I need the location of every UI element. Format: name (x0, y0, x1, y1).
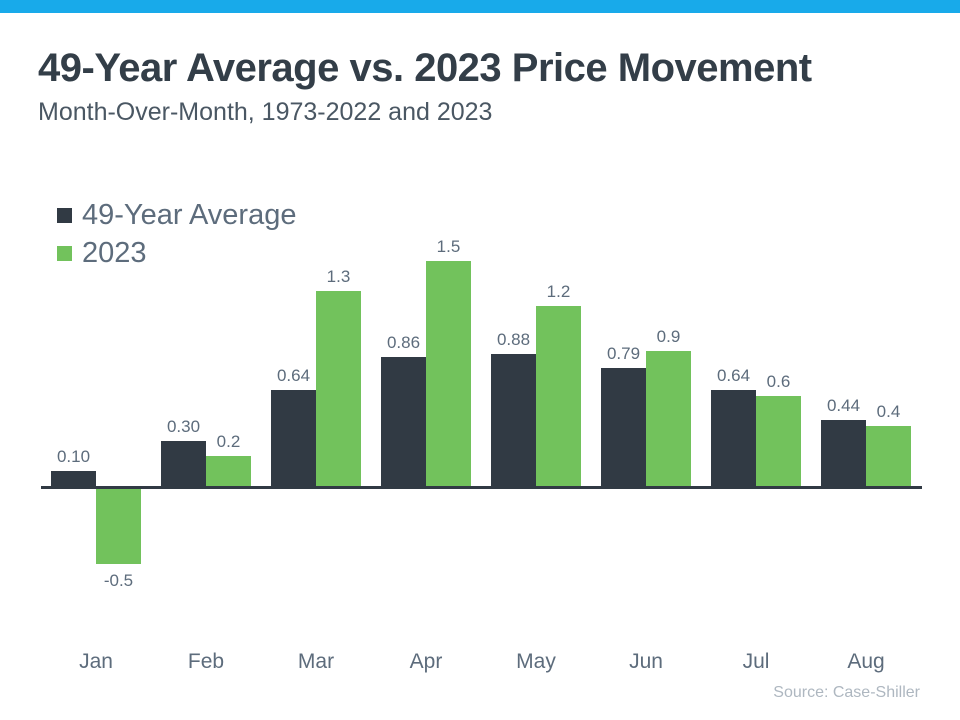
value-label-average-may: 0.88 (496, 330, 531, 349)
value-label-2023-jul: 0.6 (766, 372, 791, 391)
bar-2023-jul (756, 396, 801, 486)
value-label-2023-apr: 1.5 (436, 237, 461, 256)
value-label-2023-may: 1.2 (546, 282, 571, 301)
top-accent-bar (0, 0, 960, 13)
bar-2023-apr (426, 261, 471, 486)
chart-legend: 49-Year Average 2023 (57, 196, 296, 272)
value-label-average-jul: 0.64 (716, 366, 751, 385)
x-axis-label-jul: Jul (742, 650, 770, 673)
value-label-2023-feb: 0.2 (216, 432, 241, 451)
legend-label-2023: 2023 (82, 236, 147, 269)
x-axis-label-jan: Jan (79, 650, 113, 673)
bar-average-jul (711, 390, 756, 486)
bar-2023-mar (316, 291, 361, 486)
value-label-2023-aug: 0.4 (876, 402, 901, 421)
bar-average-feb (161, 441, 206, 486)
x-axis-label-may: May (516, 650, 556, 673)
legend-item-2023: 2023 (57, 234, 296, 272)
value-label-average-jan: 0.10 (56, 447, 91, 466)
x-axis-line (41, 486, 922, 489)
value-label-average-mar: 0.64 (276, 366, 311, 385)
bar-2023-feb (206, 456, 251, 486)
value-label-average-feb: 0.30 (166, 417, 201, 436)
x-axis-label-feb: Feb (187, 650, 225, 673)
legend-item-average: 49-Year Average (57, 196, 296, 234)
x-axis-label-jun: Jun (629, 650, 663, 673)
bar-average-aug (821, 420, 866, 486)
x-axis-label-apr: Apr (409, 650, 443, 673)
value-label-average-apr: 0.86 (386, 333, 421, 352)
bar-average-jun (601, 367, 646, 486)
bar-2023-may (536, 306, 581, 486)
bar-average-may (491, 354, 536, 486)
chart-subtitle: Month-Over-Month, 1973-2022 and 2023 (38, 98, 493, 126)
legend-swatch-2023 (57, 245, 72, 261)
chart-title: 49-Year Average vs. 2023 Price Movement (38, 46, 812, 90)
x-axis-label-mar: Mar (297, 650, 335, 673)
bar-average-jan (51, 471, 96, 486)
bar-average-apr (381, 357, 426, 486)
value-label-2023-jan: -0.5 (103, 571, 134, 590)
value-label-2023-jun: 0.9 (656, 327, 681, 346)
source-attribution: Source: Case-Shiller (773, 684, 920, 701)
bar-2023-jun (646, 351, 691, 486)
legend-label-average: 49-Year Average (82, 198, 297, 231)
legend-swatch-average (57, 207, 72, 223)
bar-average-mar (271, 390, 316, 486)
x-axis-label-aug: Aug (847, 650, 885, 673)
value-label-average-aug: 0.44 (826, 396, 861, 415)
bar-2023-aug (866, 426, 911, 486)
bar-2023-jan (96, 489, 141, 564)
value-label-2023-mar: 1.3 (326, 267, 351, 286)
value-label-average-jun: 0.79 (606, 343, 641, 363)
